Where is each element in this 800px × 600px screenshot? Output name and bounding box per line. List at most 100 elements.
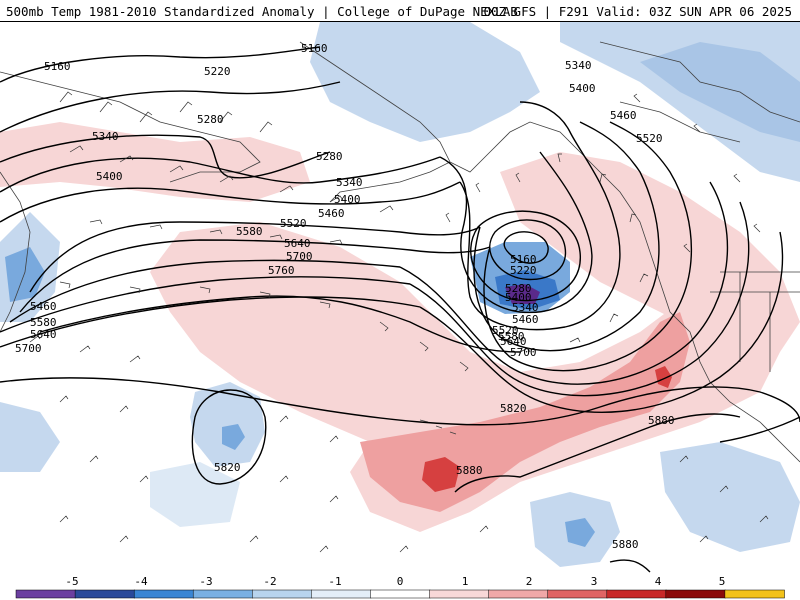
contour-label: 5220 xyxy=(204,65,231,78)
contour-5400 xyxy=(0,181,461,223)
colorbar-swatch xyxy=(665,589,726,599)
contour-5760 xyxy=(39,295,521,353)
colorbar-swatch xyxy=(192,589,254,599)
map-title: 500mb Temp 1981-2010 Standardized Anomal… xyxy=(6,4,518,19)
contour-label: 5400 xyxy=(505,291,532,304)
colorbar-tick-label: 1 xyxy=(462,575,469,588)
contour-5820-closed xyxy=(191,389,267,485)
colorbar-tick-label: 5 xyxy=(719,575,726,588)
contour-5220 xyxy=(0,81,341,133)
colorbar-swatch xyxy=(252,589,313,599)
contour-5520 xyxy=(19,239,491,313)
contour-5460 xyxy=(29,221,481,293)
contour-label: 5520 xyxy=(280,217,307,230)
negative-anomaly-subtropic-4 xyxy=(660,442,800,552)
colorbar-swatches xyxy=(15,589,785,599)
negative-anomaly-subtropic-5 xyxy=(150,462,240,527)
wind-barb-field xyxy=(29,91,769,553)
colorbar-swatch xyxy=(606,589,667,599)
colorbar-swatch xyxy=(311,589,372,599)
contour-labels: 5160 5160 5220 5280 5280 5340 5340 5340 … xyxy=(15,42,675,551)
contour-label: 5460 xyxy=(512,313,539,326)
contour-low-1 xyxy=(503,231,549,264)
positive-anomaly-hot-2 xyxy=(655,366,672,388)
positive-anomaly-hot-1 xyxy=(422,457,460,492)
contour-5460-low xyxy=(473,121,660,352)
colorbar-swatch xyxy=(74,589,135,599)
contour-label: 5160 xyxy=(510,253,537,266)
contour-5820-coast xyxy=(719,416,800,443)
contour-5880-west xyxy=(454,413,741,493)
contour-label: 5700 xyxy=(286,250,313,263)
contour-label: 5520 xyxy=(492,324,519,337)
map-header: 500mb Temp 1981-2010 Standardized Anomal… xyxy=(0,0,800,22)
colorbar-tick-label: 2 xyxy=(526,575,533,588)
contour-5640-low xyxy=(409,201,750,397)
colorbar-swatch xyxy=(15,589,76,599)
negative-anomaly-subtropic-1-core xyxy=(222,424,245,450)
colorbar-tick-label: -1 xyxy=(328,575,341,588)
contour-label: 5400 xyxy=(334,193,361,206)
contour-5340-west xyxy=(0,156,441,193)
contour-label: 5280 xyxy=(197,113,224,126)
contour-label: 5760 xyxy=(268,264,295,277)
positive-anomaly-central xyxy=(150,222,780,532)
contour-5580 xyxy=(9,259,401,323)
colorbar-swatch xyxy=(547,589,608,599)
contour-label: 5340 xyxy=(336,176,363,189)
contour-5700 xyxy=(0,296,421,348)
colorbar-ticks: -5 -4 -3 -2 -1 0 1 2 3 4 5 xyxy=(65,575,725,588)
contour-label: 5340 xyxy=(565,59,592,72)
colorbar-tick-label: -2 xyxy=(263,575,276,588)
positive-anomaly-bering xyxy=(0,122,310,202)
colorbar-tick-label: 0 xyxy=(397,575,404,588)
negative-anomaly-subtropic-3 xyxy=(0,402,60,472)
wind-barbs xyxy=(29,91,769,553)
colorbar-swatch xyxy=(429,589,490,599)
contour-label: 5820 xyxy=(214,461,241,474)
model-run-info: 00Z GFS | F291 Valid: 03Z SUN APR 06 202… xyxy=(483,4,792,19)
contour-5280-west xyxy=(0,134,331,179)
contour-label: 5160 xyxy=(44,60,71,73)
contour-label: 5340 xyxy=(512,301,539,314)
kamchatka-coast xyxy=(0,171,31,333)
colorbar-tick-label: 3 xyxy=(591,575,598,588)
contour-5520-low xyxy=(483,121,692,372)
contour-label: 5280 xyxy=(505,282,532,295)
colorbar-swatch xyxy=(488,589,549,599)
contour-label: 5280 xyxy=(316,150,343,163)
coastlines xyxy=(0,41,800,463)
contour-label: 5640 xyxy=(284,237,311,250)
contour-label: 5400 xyxy=(96,170,123,183)
contour-label: 5220 xyxy=(510,264,537,277)
contour-label: 5340 xyxy=(92,130,119,143)
contour-5160 xyxy=(0,46,321,83)
alaska-coastline xyxy=(299,41,601,203)
contour-5340-low xyxy=(439,151,593,314)
contour-5400-low xyxy=(459,101,621,331)
contour-5820 xyxy=(0,377,800,426)
height-contours xyxy=(0,46,800,573)
negative-anomaly-subtropic-2-core xyxy=(565,518,595,547)
colorbar-tick-label: 4 xyxy=(655,575,662,588)
bc-coastline xyxy=(599,171,800,463)
contour-label: 5460 xyxy=(30,300,57,313)
negative-anomaly-west-core xyxy=(5,247,45,302)
arctic-islands xyxy=(599,41,800,143)
contour-label: 5400 xyxy=(569,82,596,95)
contour-label: 5580 xyxy=(236,225,263,238)
contour-label: 5580 xyxy=(498,330,525,343)
contour-label: 5640 xyxy=(30,328,57,341)
anomaly-colorbar: -5 -4 -3 -2 -1 0 1 2 3 4 5 xyxy=(15,575,785,599)
map-canvas: 5160 5160 5220 5280 5280 5340 5340 5340 … xyxy=(0,22,800,576)
contour-5700-low xyxy=(419,231,784,413)
negative-anomaly-alaska xyxy=(310,22,540,142)
contour-label: 5460 xyxy=(610,109,637,122)
contour-label: 5580 xyxy=(30,316,57,329)
contour-low-3 xyxy=(470,210,581,302)
colorbar-swatch xyxy=(370,589,431,599)
colorbar-tick-label: -4 xyxy=(134,575,148,588)
state-borders xyxy=(710,271,800,372)
contour-label: 5880 xyxy=(612,538,639,551)
contour-label: 5700 xyxy=(510,346,537,359)
